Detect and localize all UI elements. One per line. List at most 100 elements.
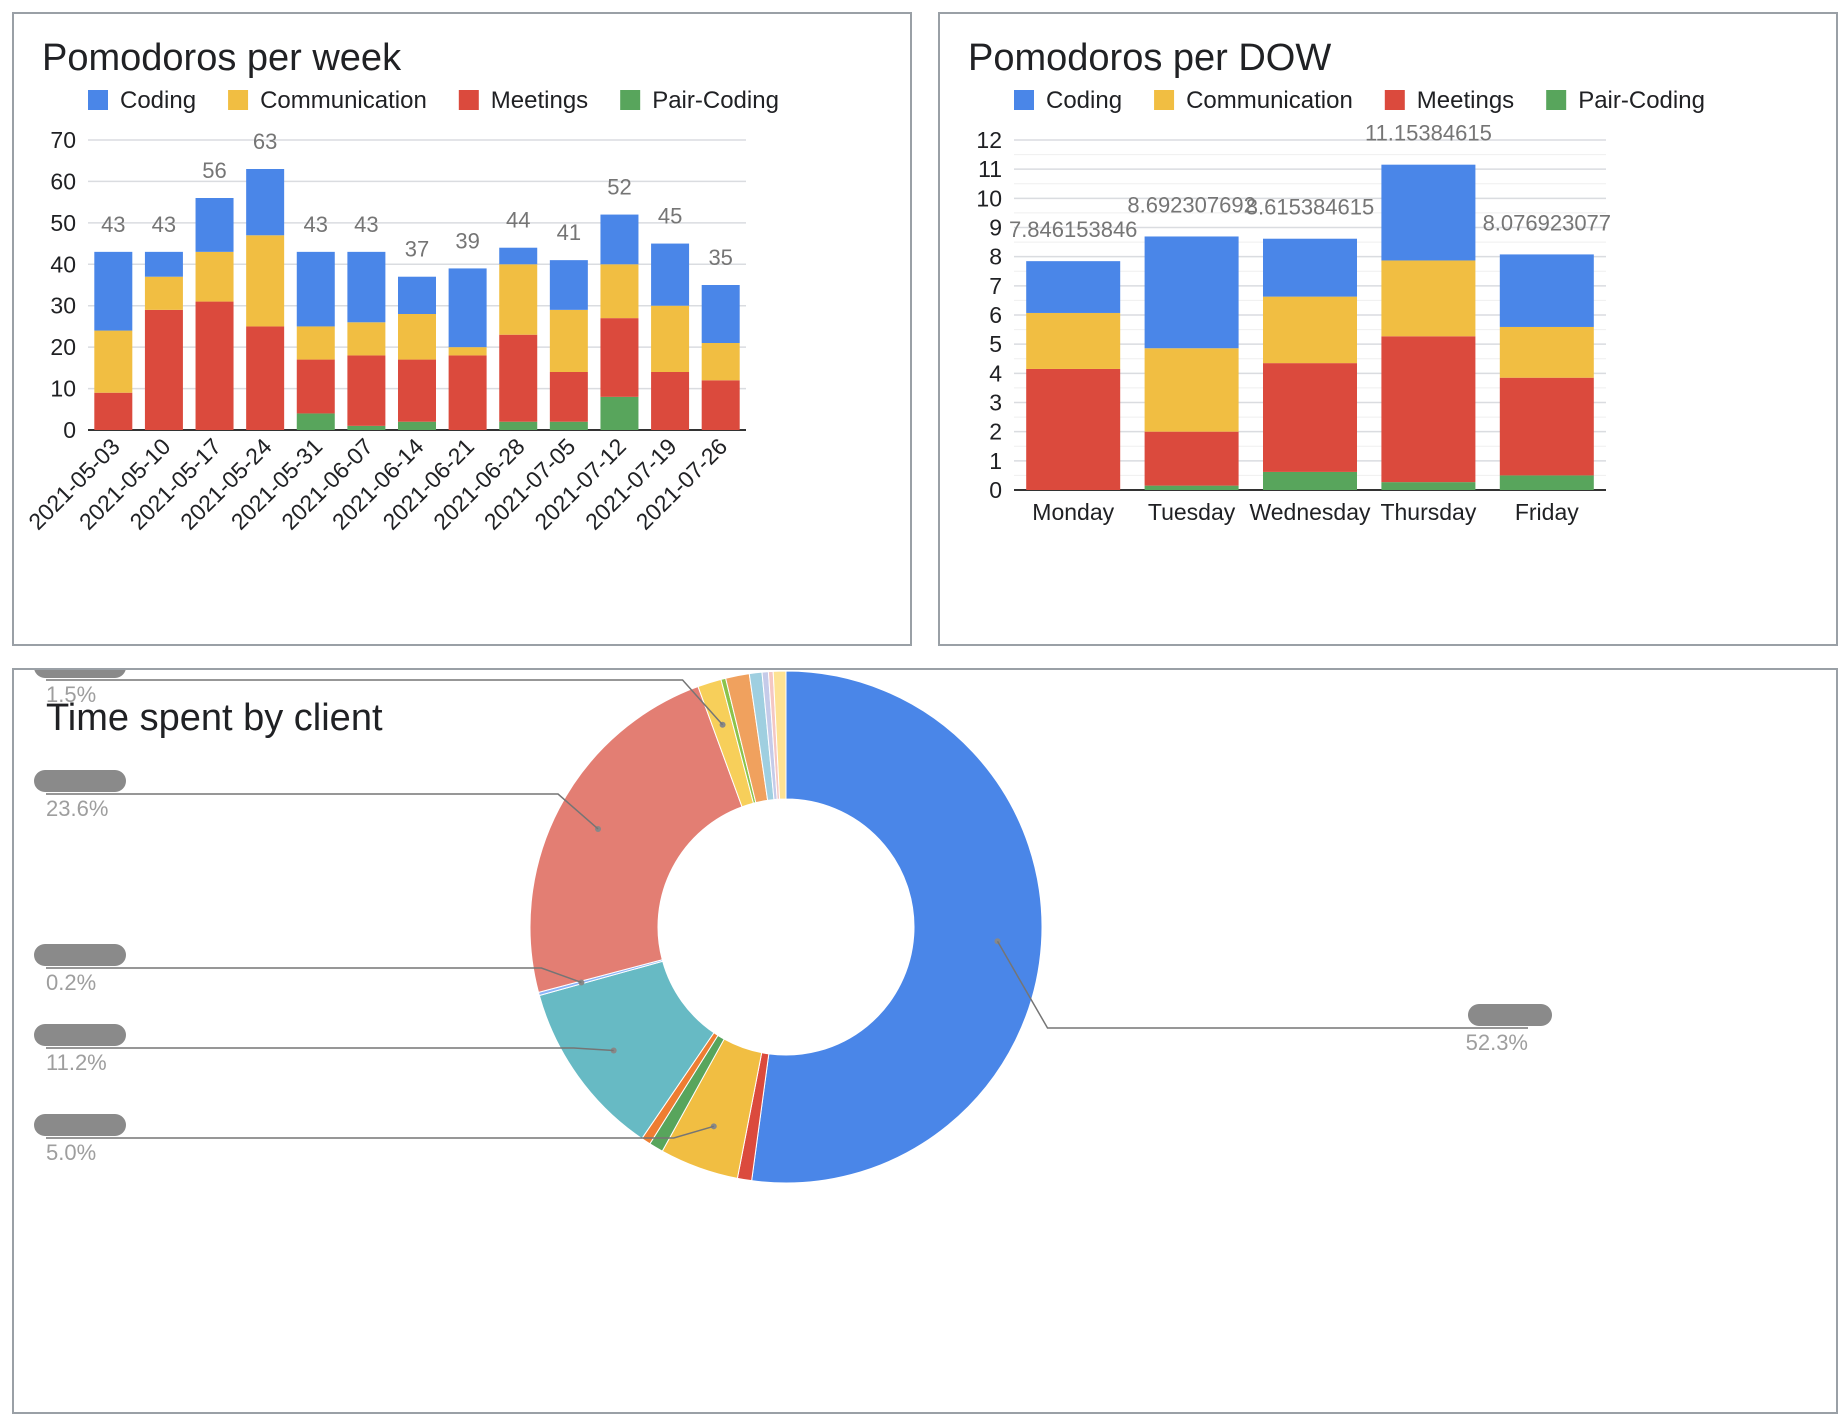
bar-segment-communication	[651, 305, 690, 372]
bar-segment-communication	[246, 235, 285, 327]
bar-segment-meetings	[600, 318, 639, 397]
bar-segment-meetings	[549, 372, 588, 422]
callout-line	[46, 1047, 614, 1052]
bar-total-label: 11.15384615	[1365, 121, 1492, 146]
bar-segment-coding	[651, 243, 690, 306]
bar-segment-pair-coding	[1381, 482, 1476, 490]
bar-total-label: 43	[101, 212, 125, 237]
legend-swatch-pair-coding	[620, 90, 641, 110]
callout-line	[46, 1125, 714, 1139]
bar-segment-communication	[1026, 312, 1121, 369]
donut-slices	[529, 670, 1043, 1184]
slice-percent-label: 1.5%	[46, 682, 96, 707]
legend-swatch-meetings	[458, 90, 479, 110]
bar-segment-pair-coding	[1499, 475, 1594, 490]
redacted-client-name	[34, 944, 126, 966]
bar-segment-meetings	[144, 309, 183, 430]
bar-segment-communication	[398, 314, 436, 360]
bar-segment-meetings	[347, 355, 386, 426]
chart-title: Pomodoros per week	[42, 37, 402, 79]
y-tick-label: 10	[976, 185, 1002, 211]
legend-swatch-coding	[88, 90, 108, 110]
bars	[1026, 164, 1594, 490]
y-tick-label: 12	[976, 127, 1002, 153]
callout-line	[46, 967, 582, 984]
y-tick-label: 70	[50, 127, 76, 153]
bar-segment-meetings	[1263, 363, 1357, 472]
bar-segment-meetings	[701, 380, 740, 430]
chart-title: Time spent by client	[46, 697, 383, 739]
bar-segment-meetings	[1026, 368, 1121, 490]
legend-swatch-pair-coding	[1546, 90, 1567, 110]
bar-segment-communication	[1263, 296, 1357, 364]
redacted-client-name	[34, 1024, 126, 1046]
bar-segment-communication	[144, 276, 183, 310]
bar-segment-coding	[1144, 236, 1239, 349]
y-tick-label: 0	[63, 417, 76, 443]
x-tick-label: Thursday	[1380, 499, 1476, 525]
bar-segment-communication	[1381, 260, 1476, 337]
legend-label-pair-coding: Pair-Coding	[1578, 87, 1705, 114]
bar-total-label: 43	[152, 212, 176, 237]
bar-total-label: 37	[405, 237, 429, 262]
legend-swatch-communication	[228, 90, 249, 110]
y-tick-label: 3	[989, 390, 1002, 416]
bar-segment-coding	[144, 251, 183, 277]
x-tick-label: Wednesday	[1249, 499, 1371, 525]
bar-total-label: 8.692307692	[1127, 192, 1255, 217]
bar-total-label: 44	[506, 208, 530, 233]
bar-total-label: 52	[607, 175, 631, 200]
slice-percent-label: 52.3%	[1466, 1030, 1528, 1055]
legend-swatch-meetings	[1384, 90, 1405, 110]
chart-title: Pomodoros per DOW	[968, 37, 1331, 79]
bar-segment-meetings	[499, 334, 538, 422]
bars	[94, 169, 740, 430]
donut-slice	[529, 685, 743, 994]
y-tick-label: 30	[50, 293, 76, 319]
legend-label-meetings: Meetings	[491, 87, 588, 114]
callout-dot	[710, 1123, 717, 1130]
y-tick-label: 40	[50, 251, 76, 277]
y-tick-label: 0	[989, 477, 1002, 503]
y-tick-label: 4	[989, 360, 1002, 386]
slice-percent-label: 0.2%	[46, 970, 96, 995]
slice-percent-label: 5.0%	[46, 1140, 96, 1165]
bar-segment-pair-coding	[600, 396, 639, 430]
bar-segment-coding	[600, 214, 639, 265]
slice-percent-label: 11.2%	[46, 1050, 107, 1075]
bar-segment-meetings	[94, 392, 133, 430]
bar-total-label: 45	[658, 204, 682, 229]
bar-total-label: 43	[354, 212, 378, 237]
callout-dot	[578, 979, 585, 986]
bar-segment-coding	[347, 251, 386, 323]
bar-segment-communication	[296, 326, 335, 360]
bar-segment-pair-coding	[398, 421, 436, 430]
bar-segment-meetings	[1499, 377, 1594, 476]
bar-segment-communication	[499, 264, 538, 335]
bar-segment-meetings	[651, 372, 690, 430]
bar-segment-meetings	[296, 359, 335, 414]
x-tick-label: Friday	[1515, 499, 1579, 525]
bar-segment-coding	[246, 169, 285, 236]
bar-segment-coding	[1263, 238, 1357, 297]
redacted-client-name	[1468, 1004, 1552, 1026]
bar-segment-meetings	[1144, 431, 1239, 486]
y-tick-label: 8	[989, 244, 1002, 270]
legend-label-meetings: Meetings	[1417, 87, 1514, 114]
bar-total-label: 35	[708, 245, 732, 270]
legend-label-coding: Coding	[120, 87, 196, 114]
y-tick-label: 5	[989, 331, 1002, 357]
y-tick-label: 20	[50, 334, 76, 360]
slice-percent-label: 23.6%	[46, 796, 108, 821]
axis-labels: 01234567891011127.846153846Monday8.69230…	[976, 121, 1611, 525]
bar-segment-coding	[296, 251, 335, 327]
bar-segment-coding	[549, 260, 588, 310]
y-tick-label: 60	[50, 168, 76, 194]
donut-slice	[772, 670, 787, 800]
donut-slice	[751, 670, 1043, 1184]
bar-total-label: 56	[202, 158, 226, 183]
weekly-stacked-bar-chart: Pomodoros per week Coding Communication Me…	[23, 37, 779, 535]
bar-segment-meetings	[246, 326, 285, 430]
bar-total-label: 39	[455, 228, 479, 253]
bar-segment-coding	[701, 285, 740, 343]
